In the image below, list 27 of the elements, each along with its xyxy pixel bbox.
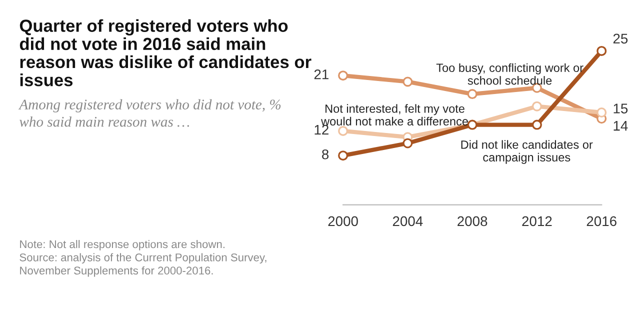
data-label: 21	[314, 69, 328, 80]
x-tick-label: 2016	[586, 216, 616, 226]
point	[532, 120, 542, 130]
x-tick-label: 2012	[522, 216, 552, 226]
data-label: 14	[614, 121, 628, 131]
point	[467, 89, 478, 100]
data-label: 12	[314, 124, 328, 135]
text: Quarter of registered voters who did not vote in 2016 said main reason was dislike of candidates or issues	[20, 19, 312, 86]
series-label: Too busy, conflicting work or school schedule	[436, 63, 584, 85]
data-label: 15	[614, 104, 628, 114]
point	[596, 46, 607, 56]
point	[596, 107, 607, 118]
point	[402, 76, 413, 87]
data-label: 8	[322, 149, 329, 160]
point	[338, 126, 348, 136]
point	[338, 150, 348, 161]
text: Among registered voters who did not vote, % who said main reason was …	[18, 99, 281, 127]
point	[532, 101, 542, 112]
point	[338, 70, 348, 81]
text: Note: Not all response options are shown. Source: analysis of the Current Population Survey, November Supplements for 2000-2016.	[20, 240, 266, 277]
x-tick-label: 2004	[392, 216, 423, 226]
series-label: Did not like candidates or campaign issues	[461, 140, 593, 164]
point	[402, 138, 413, 148]
x-tick-label: 2008	[458, 216, 488, 226]
data-label: 25	[613, 34, 628, 44]
series-label: Not interested, felt my vote would not make a difference	[321, 104, 468, 126]
x-tick-label: 2000	[328, 216, 358, 226]
